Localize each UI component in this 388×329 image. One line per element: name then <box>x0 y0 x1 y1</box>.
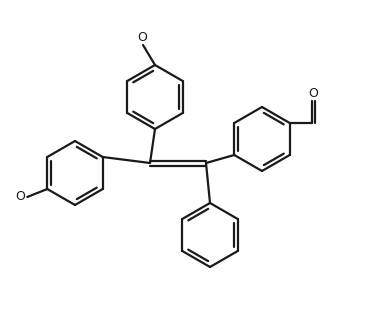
Text: O: O <box>308 87 318 100</box>
Text: O: O <box>16 190 25 204</box>
Text: O: O <box>137 31 147 44</box>
